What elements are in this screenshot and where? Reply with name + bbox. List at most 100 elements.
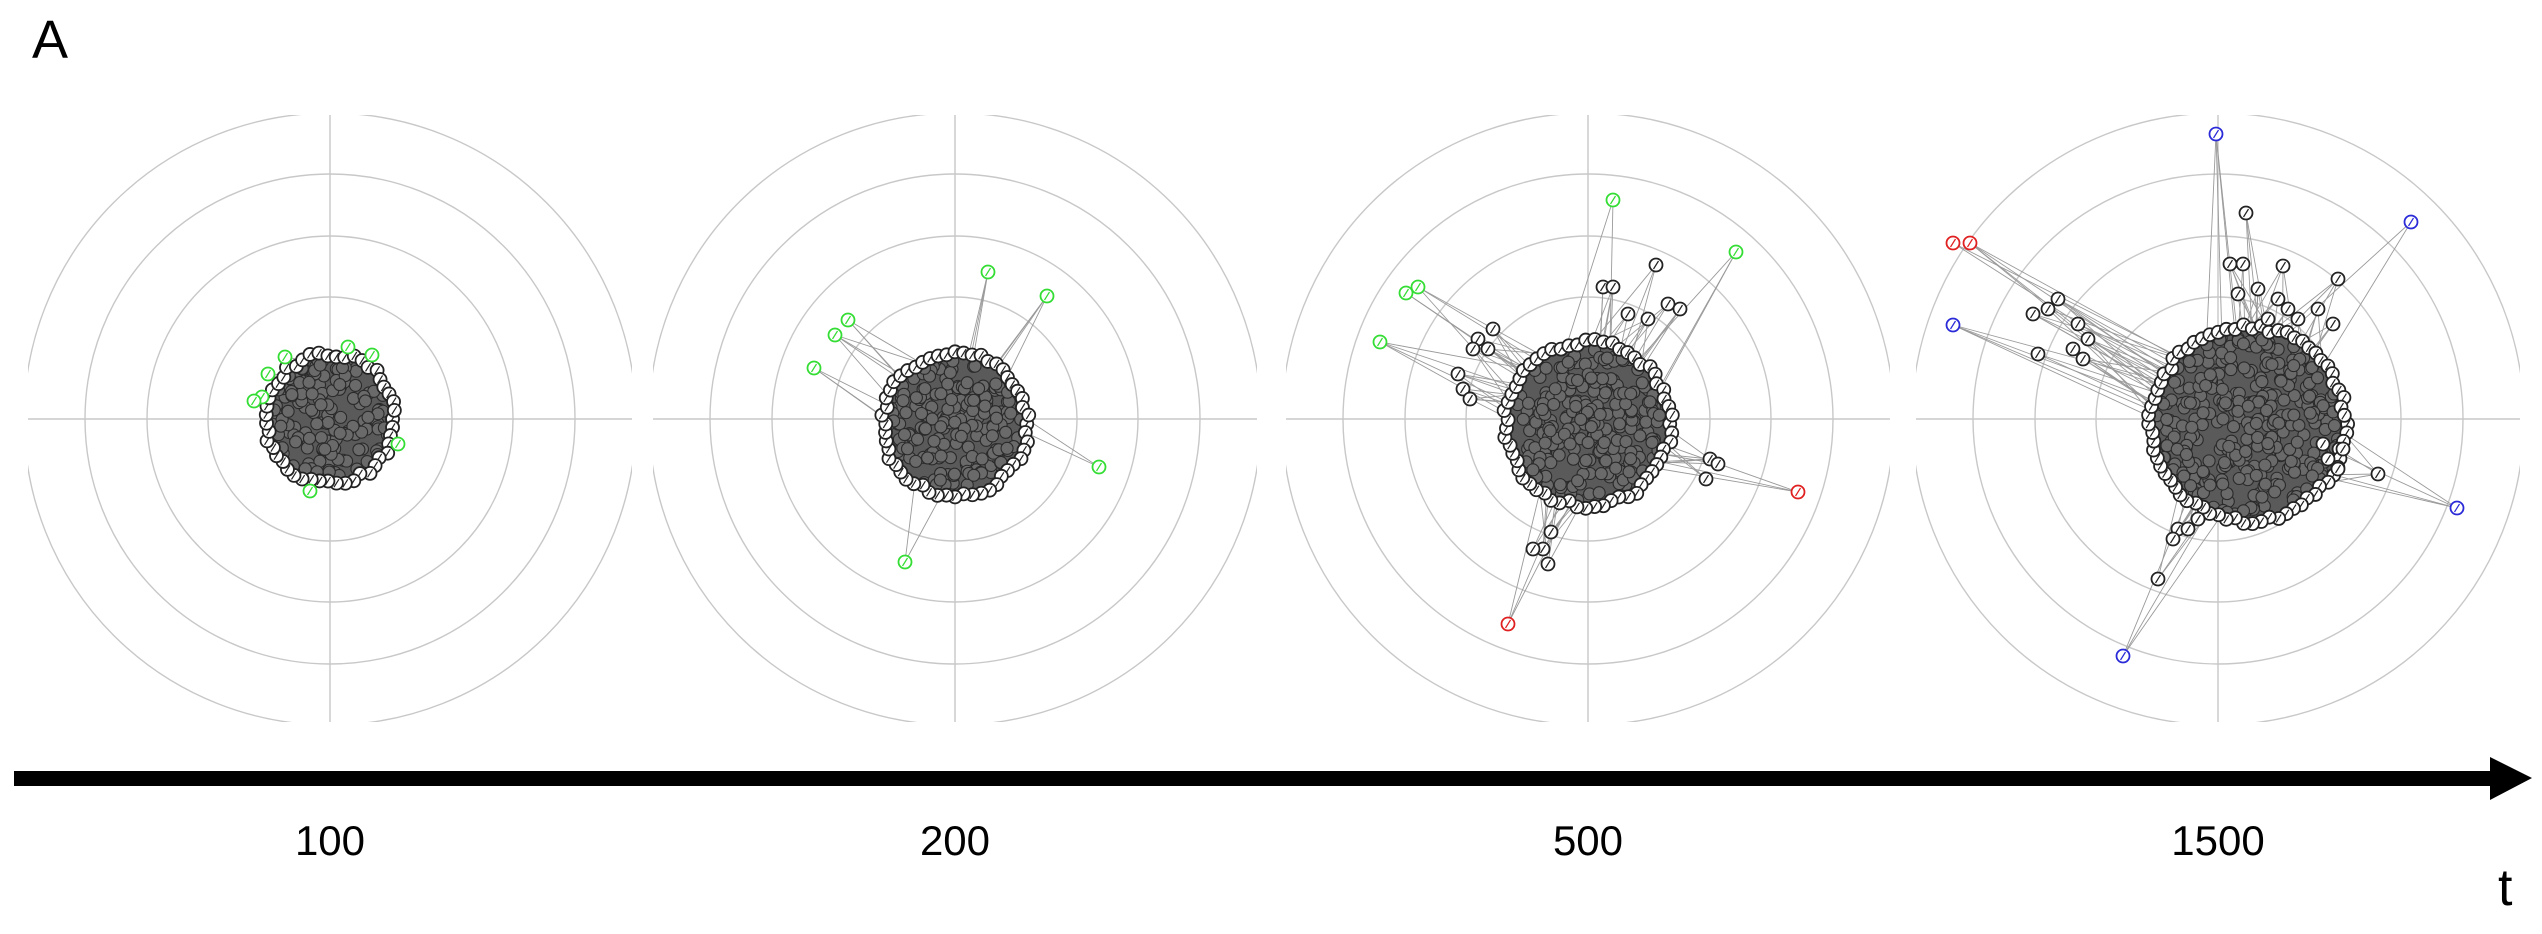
core-node [1563, 437, 1577, 451]
core-node [2167, 375, 2182, 389]
core-node [2260, 403, 2274, 418]
core-node [2199, 379, 2213, 393]
default-node [1465, 341, 1481, 357]
default-node [1480, 341, 1496, 357]
core-node [1584, 420, 1598, 434]
core-node [2196, 465, 2210, 479]
core-node [944, 393, 959, 407]
core-node [2290, 435, 2304, 449]
edge [2245, 212, 2261, 340]
core-node [1561, 355, 1575, 369]
core-node [2185, 420, 2199, 434]
default-node [2190, 511, 2206, 527]
core-node [1595, 372, 1610, 386]
core-node [927, 434, 941, 448]
core-node [274, 419, 288, 433]
timestep-label: 100 [295, 817, 365, 864]
nodes [1945, 126, 2465, 664]
core-node [1538, 436, 1552, 450]
core-node [2167, 430, 2181, 444]
green-node [260, 366, 276, 382]
green-node [1091, 459, 1107, 475]
default-node [2050, 291, 2066, 307]
default-node [2335, 441, 2351, 457]
core-node [310, 417, 324, 431]
core-node [1557, 427, 1572, 441]
timestep-label: 500 [1553, 817, 1623, 864]
core-node [1526, 463, 1540, 477]
green-node [806, 360, 822, 376]
core-node [2182, 354, 2196, 369]
core-node [2316, 399, 2330, 413]
core-node [348, 378, 363, 392]
core-node [2305, 469, 2319, 483]
core-node [1544, 456, 1558, 470]
core-node [898, 428, 912, 442]
default-node [1450, 366, 1466, 382]
core-node [934, 420, 948, 434]
core-node [972, 382, 986, 396]
nodes [1372, 192, 1806, 632]
core-node [2160, 412, 2174, 427]
core-node [1566, 452, 1580, 466]
core-node [918, 382, 932, 396]
default-node [2030, 346, 2046, 362]
core-node [2327, 419, 2342, 433]
default-node [2075, 351, 2091, 367]
polar-grid [28, 115, 632, 722]
red-node [1790, 484, 1806, 500]
core-node [1553, 478, 1567, 492]
core-node [2183, 396, 2197, 410]
core-node [2195, 418, 2209, 432]
green-node [340, 339, 356, 355]
panel-letter: A [32, 10, 68, 70]
core-node [989, 377, 1003, 391]
nodes [246, 339, 406, 499]
edge [1952, 324, 2186, 389]
core-node [967, 468, 981, 482]
core-node [989, 411, 1004, 425]
default-node [1540, 556, 1556, 572]
core-node [1624, 452, 1638, 466]
tick-labels: 100 200 500 1500 [295, 817, 2265, 864]
core-node [909, 391, 923, 405]
core-node [1619, 435, 1633, 449]
core-node [918, 422, 932, 436]
default-node [1660, 296, 1676, 312]
default-node [2310, 301, 2326, 317]
core-node [1581, 436, 1595, 450]
red-node [1962, 235, 1978, 251]
core-node [1609, 461, 1623, 475]
default-node [2238, 205, 2254, 221]
edge [2122, 496, 2235, 657]
core-node [2303, 406, 2317, 420]
core-node [2215, 382, 2229, 396]
default-node [1605, 279, 1621, 295]
core-node [1579, 453, 1593, 468]
core-node [1598, 386, 1613, 400]
core-node [2310, 371, 2325, 385]
core-node [2265, 357, 2279, 372]
core-node [2287, 359, 2301, 373]
core-node [2203, 478, 2217, 492]
core-node [1622, 465, 1636, 479]
edge [1637, 464, 1799, 493]
green-node [302, 483, 318, 499]
red-node [1945, 235, 1961, 251]
core-node [2177, 469, 2191, 483]
edge [2215, 133, 2238, 356]
core-node [361, 410, 375, 424]
green-node [827, 327, 843, 343]
default-node [1620, 306, 1636, 322]
default-node [1543, 524, 1559, 540]
edge [2077, 323, 2173, 374]
core-node [1571, 474, 1585, 488]
core-node [2231, 404, 2245, 418]
core-node [934, 449, 948, 463]
core-node [947, 467, 962, 481]
core-node [2224, 351, 2238, 365]
core-node [948, 415, 962, 429]
blue-node [2403, 214, 2419, 230]
edge [1379, 341, 1525, 391]
core-node [321, 415, 335, 430]
